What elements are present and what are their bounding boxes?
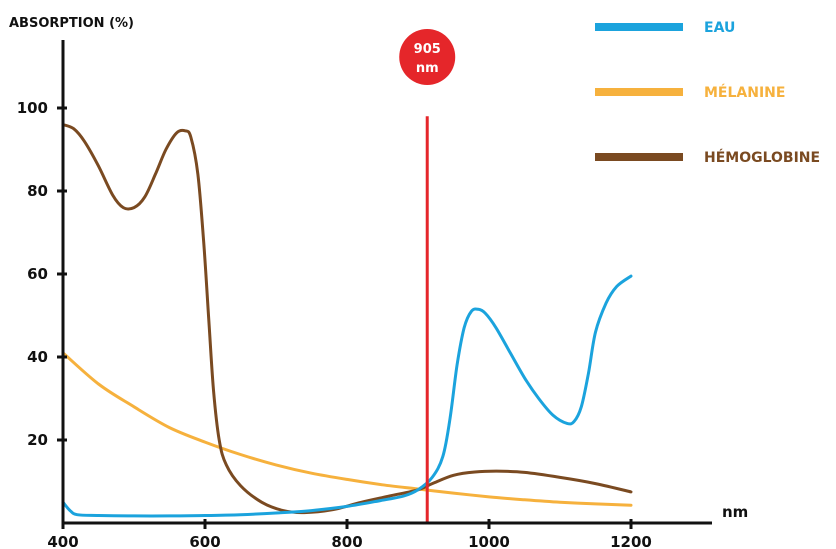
series-line-melanine	[61, 351, 633, 507]
axes: ABSORPTION (%) nm	[9, 16, 748, 525]
y-tick-label: 100	[17, 99, 48, 117]
marker-badge	[399, 29, 456, 85]
x-tick-label: 400	[47, 533, 78, 549]
marker-label-unit: nm	[416, 61, 439, 76]
x-axis-unit: nm	[722, 503, 748, 521]
legend-swatch	[595, 153, 683, 161]
legend: EAU MÉLANINE HÉMOGLOBINE	[595, 20, 820, 166]
legend-label: EAU	[704, 20, 735, 36]
y-tick-label: 20	[27, 431, 48, 449]
y-tick-label: 60	[27, 265, 48, 283]
series-line-hemoglobine	[61, 123, 633, 515]
y-tick-label: 40	[27, 348, 48, 366]
x-tick-label: 800	[331, 533, 362, 549]
legend-label: HÉMOGLOBINE	[704, 149, 820, 166]
ticks: 400 600 800 1000 1200 20 40 60 80 100	[17, 99, 652, 549]
x-tick-label: 1200	[610, 533, 652, 549]
series-lines	[61, 123, 633, 518]
legend-swatch	[595, 88, 683, 96]
wavelength-marker: 905 nm	[399, 29, 456, 523]
legend-swatch	[595, 23, 683, 31]
marker-label-value: 905	[414, 42, 441, 57]
legend-label: MÉLANINE	[704, 84, 785, 101]
x-tick-label: 600	[189, 533, 220, 549]
x-tick-label: 1000	[468, 533, 510, 549]
series-line-eau	[61, 274, 633, 518]
y-tick-label: 80	[27, 182, 48, 200]
y-axis-title: ABSORPTION (%)	[9, 16, 134, 31]
